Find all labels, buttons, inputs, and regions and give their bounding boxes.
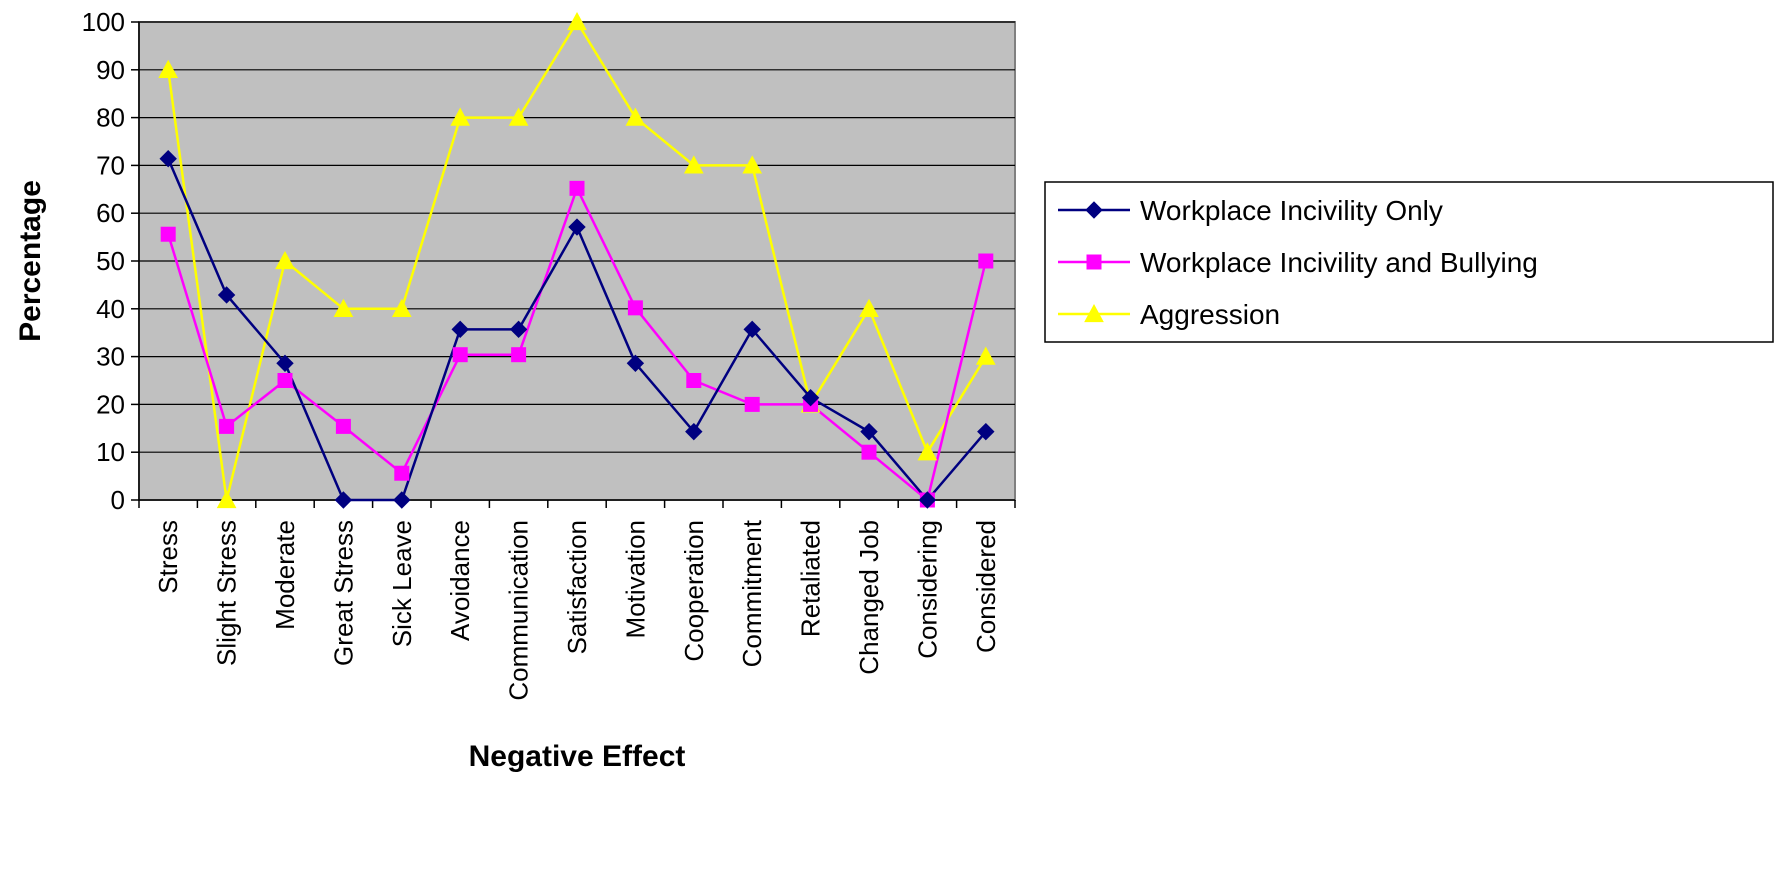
square-data-point [394, 465, 410, 481]
x-category-label: Retaliated [796, 520, 826, 637]
square-data-point [452, 347, 468, 363]
triangle-data-point [975, 346, 996, 365]
x-axis-title: Negative Effect [469, 740, 686, 773]
triangle-data-point [859, 298, 879, 317]
x-category-label: Considering [912, 520, 942, 659]
square-data-point [627, 300, 643, 316]
y-tick-label: 100 [82, 7, 125, 37]
triangle-data-point [508, 107, 529, 126]
y-tick-label: 60 [96, 198, 125, 228]
x-category-label: Commitment [737, 519, 767, 667]
y-tick-label: 70 [96, 150, 125, 180]
triangle-data-point [391, 298, 412, 317]
x-category-label: Changed Job [854, 520, 884, 675]
legend-triangle-marker [1084, 303, 1104, 323]
x-category-label: Communication [504, 520, 534, 701]
square-data-point [335, 418, 351, 434]
y-tick-label: 90 [96, 55, 125, 85]
x-category-label: Satisfaction [562, 520, 592, 654]
x-category-label: Slight Stress [212, 520, 242, 666]
x-category-label: Moderate [270, 520, 300, 630]
x-category-label: Avoidance [445, 520, 475, 641]
legend-label: Workplace Incivility Only [1140, 195, 1443, 226]
diamond-data-point [977, 422, 995, 441]
triangle-data-point [567, 11, 587, 31]
y-axis-title: Percentage [14, 180, 47, 342]
legend-diamond-marker [1085, 201, 1103, 219]
x-category-label: Cooperation [679, 520, 709, 662]
square-data-point [686, 373, 702, 388]
legend-label: Workplace Incivility and Bullying [1140, 247, 1538, 278]
diamond-data-point [918, 491, 937, 509]
x-category-label: Great Stress [328, 520, 358, 666]
diamond-data-point [801, 389, 820, 407]
triangle-data-point [683, 155, 704, 174]
series-markers [158, 11, 996, 509]
triangle-data-point [158, 59, 179, 78]
diamond-data-point [509, 320, 528, 339]
square-data-point [160, 226, 176, 242]
triangle-data-point [333, 298, 354, 317]
square-data-point [219, 418, 235, 434]
y-tick-label: 0 [111, 485, 125, 515]
legend: Workplace Incivility Only Workplace Inciv… [1044, 181, 1774, 343]
diamond-data-point [334, 491, 353, 509]
x-category-label: Motivation [620, 520, 650, 639]
triangle-data-point [625, 107, 646, 126]
triangle-data-point [275, 250, 295, 270]
y-tick-label: 20 [96, 389, 125, 419]
triangle-data-point [450, 107, 471, 126]
triangle-data-point [216, 489, 237, 509]
diamond-data-point [743, 320, 761, 339]
legend-square-marker [1086, 254, 1102, 270]
legend-label: Aggression [1140, 299, 1280, 330]
axes [131, 21, 1016, 508]
diamond-data-point [393, 491, 411, 509]
diamond-data-point [276, 354, 294, 372]
x-category-label: Stress [153, 520, 183, 594]
legend-box [1044, 181, 1774, 343]
diamond-data-point [159, 150, 177, 168]
axis-labels: 0 10 20 30 40 50 60 70 80 90 100 Stress Slight Stres… [82, 7, 1001, 701]
y-tick-label: 30 [96, 342, 125, 372]
y-tick-label: 10 [96, 437, 125, 467]
diamond-data-point [860, 422, 878, 441]
x-category-label: Sick Leave [387, 520, 417, 647]
square-data-point [511, 347, 527, 363]
diamond-data-point [626, 354, 645, 372]
square-data-point [569, 180, 585, 196]
triangle-data-point [742, 155, 763, 174]
diamond-data-point [217, 286, 236, 304]
y-tick-label: 80 [96, 103, 125, 133]
square-data-point [744, 396, 760, 412]
diamond-data-point [568, 218, 586, 236]
diamond-data-point [685, 422, 703, 441]
triangle-data-point [917, 442, 938, 461]
diamond-data-point [451, 320, 469, 339]
square-data-point [861, 444, 877, 460]
square-data-point [978, 253, 994, 269]
square-data-point [277, 373, 293, 388]
y-tick-label: 50 [96, 246, 125, 276]
x-category-label: Considered [971, 520, 1001, 653]
y-tick-label: 40 [96, 294, 125, 324]
